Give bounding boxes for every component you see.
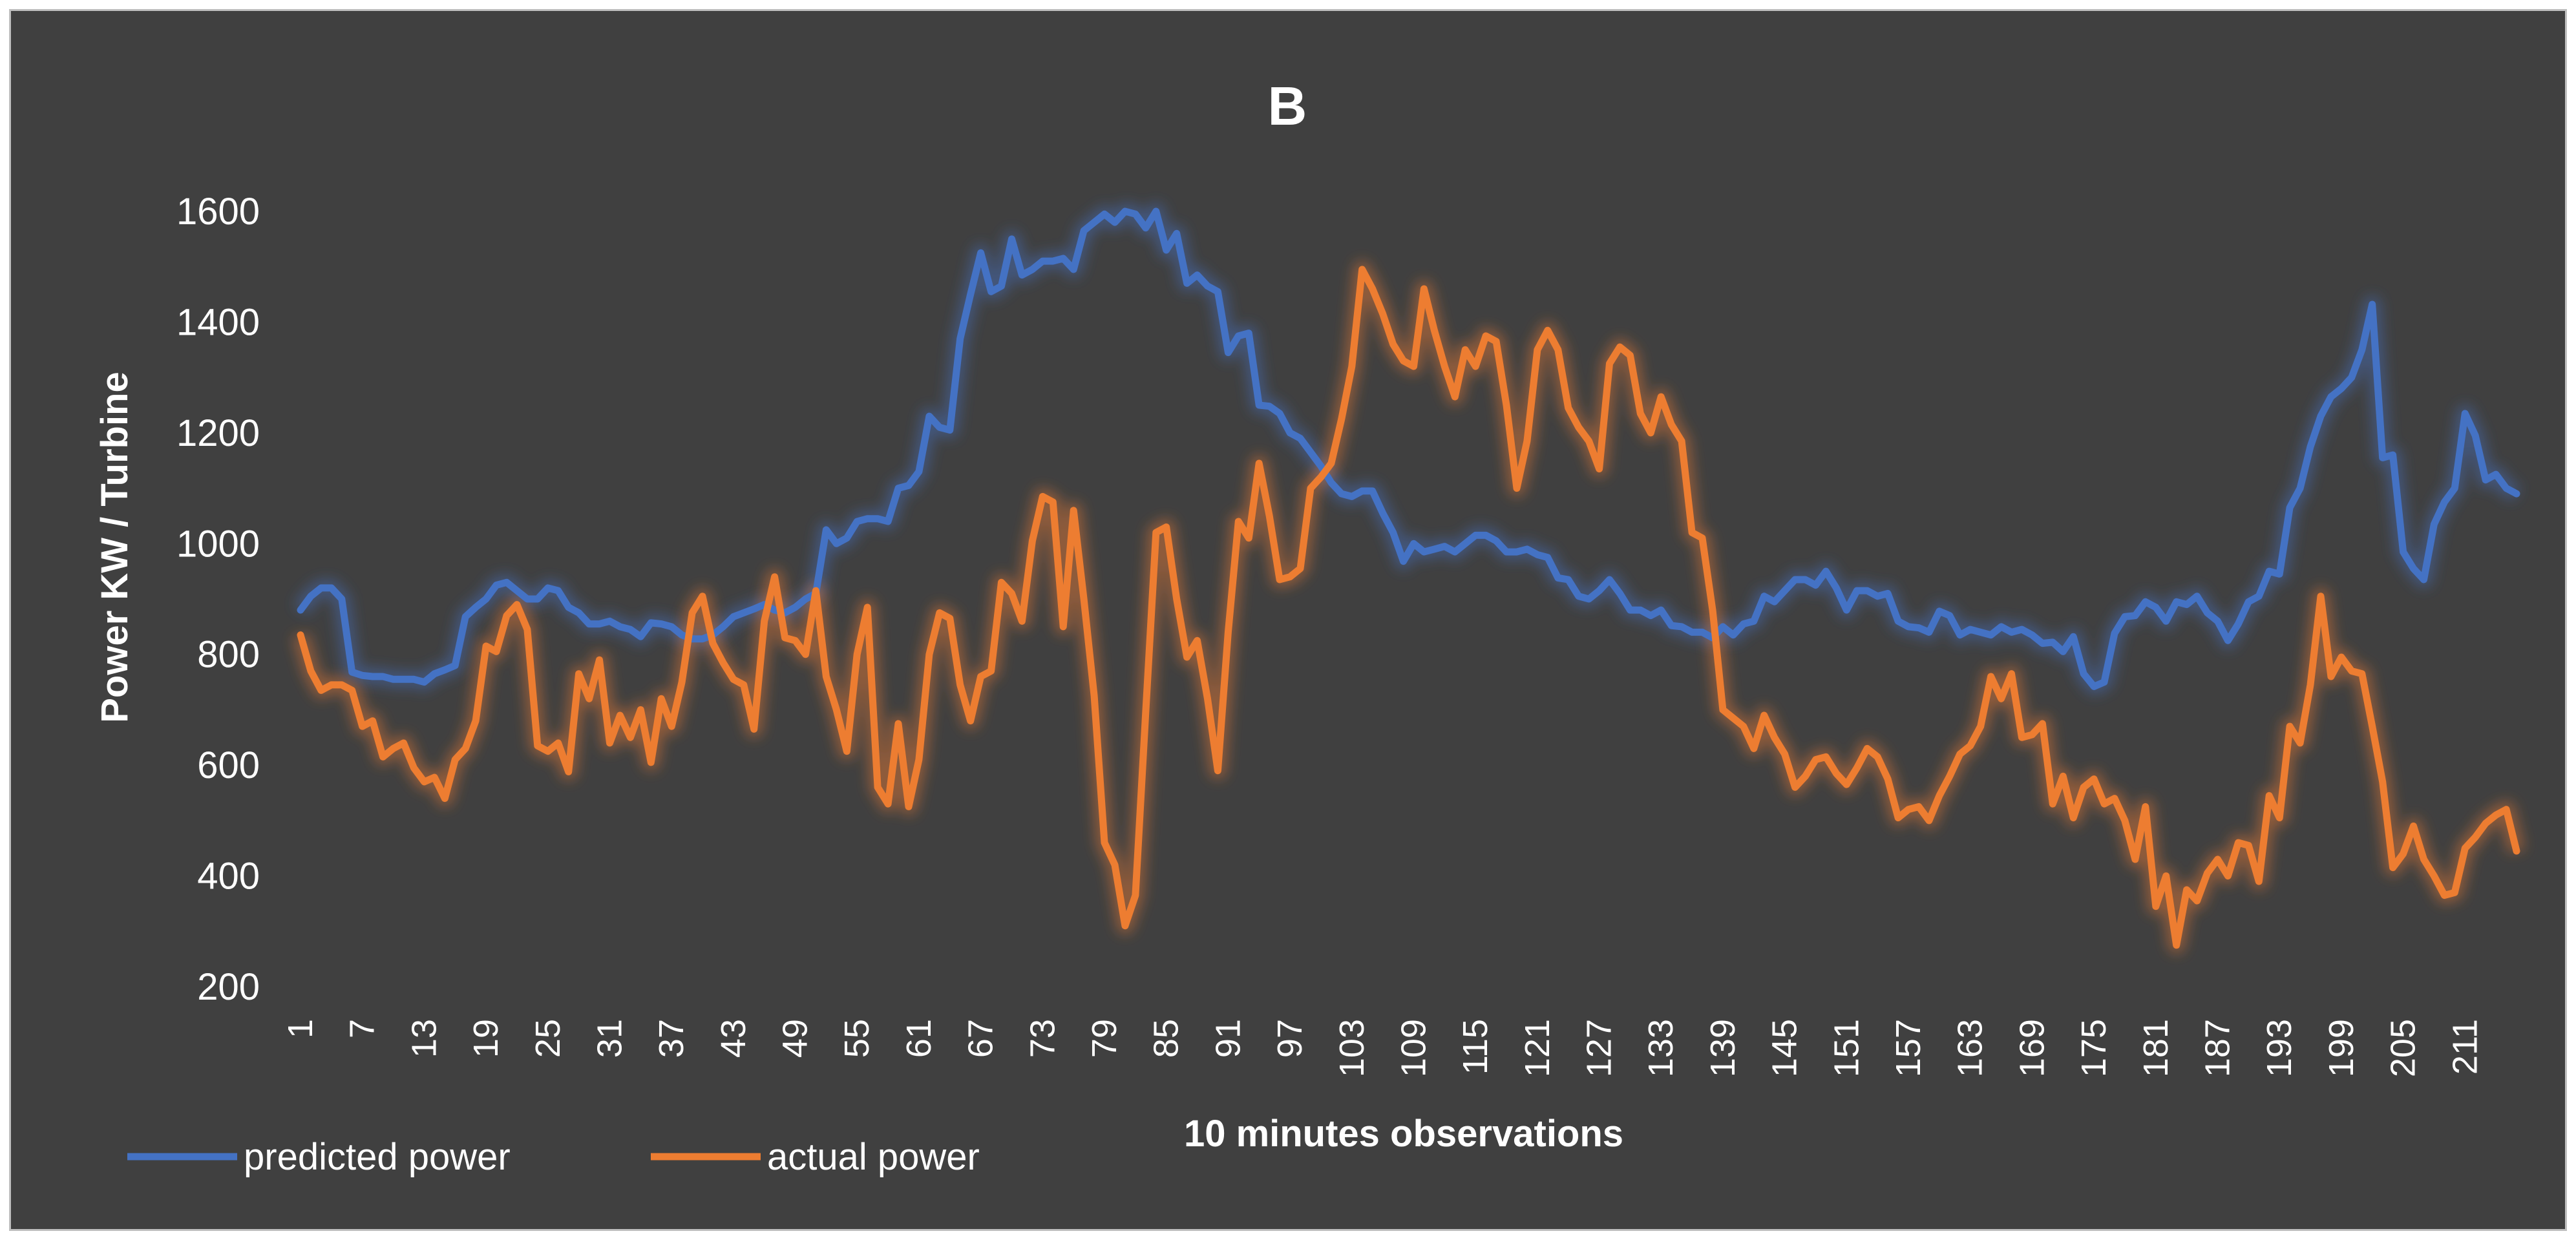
x-tick-label: 25 bbox=[529, 1019, 567, 1058]
line-chart: B Power KW / Turbine 1600140012001000800… bbox=[94, 76, 2525, 1178]
x-tick-label: 151 bbox=[1827, 1019, 1866, 1077]
x-tick-label: 193 bbox=[2260, 1019, 2299, 1077]
y-tick-label: 400 bbox=[197, 856, 260, 898]
x-tick-label: 55 bbox=[838, 1019, 876, 1058]
x-tick-label: 127 bbox=[1580, 1019, 1619, 1077]
x-tick-label: 1 bbox=[281, 1019, 320, 1038]
x-tick-label: 61 bbox=[900, 1019, 938, 1058]
y-tick-label: 1000 bbox=[176, 523, 260, 565]
x-tick-label: 67 bbox=[962, 1019, 1000, 1058]
chart-title: B bbox=[1268, 76, 1307, 136]
x-tick-label: 199 bbox=[2322, 1019, 2361, 1077]
x-axis-title: 10 minutes observations bbox=[1184, 1113, 1623, 1155]
x-tick-label: 103 bbox=[1333, 1019, 1371, 1077]
x-tick-label: 19 bbox=[467, 1019, 505, 1058]
y-tick-label: 1400 bbox=[176, 301, 260, 343]
x-tick-label: 187 bbox=[2198, 1019, 2237, 1077]
x-tick-label: 175 bbox=[2075, 1019, 2113, 1077]
x-tick-label: 133 bbox=[1642, 1019, 1680, 1077]
y-tick-label: 1600 bbox=[176, 191, 260, 233]
x-tick-label: 139 bbox=[1704, 1019, 1742, 1077]
y-tick-label: 1200 bbox=[176, 412, 260, 454]
y-tick-label: 600 bbox=[197, 744, 260, 786]
x-tick-label: 91 bbox=[1209, 1019, 1247, 1058]
series-layer bbox=[292, 203, 2525, 954]
chart-frame: B Power KW / Turbine 1600 1400 1200 1000 800… bbox=[9, 9, 2567, 1231]
x-tick-label: 211 bbox=[2445, 1019, 2484, 1075]
x-tick-label: 163 bbox=[1951, 1019, 1990, 1077]
x-tick-label: 37 bbox=[652, 1019, 691, 1058]
x-axis-ticks: 1 7 13 19 25 31 37 43 49 55 61 67 73 79 85 91 97 103 109 11… bbox=[281, 1019, 2484, 1077]
x-tick-label: 31 bbox=[590, 1019, 629, 1058]
y-axis-title: Power KW / Turbine bbox=[94, 372, 136, 723]
y-tick-label: 200 bbox=[197, 966, 260, 1008]
x-tick-label: 13 bbox=[405, 1019, 443, 1058]
x-tick-label: 85 bbox=[1147, 1019, 1186, 1058]
legend-label-predicted: predicted power bbox=[244, 1136, 511, 1178]
x-tick-label: 73 bbox=[1023, 1019, 1062, 1058]
series-line-predicted-power bbox=[297, 207, 2520, 690]
x-tick-label: 7 bbox=[343, 1019, 382, 1038]
x-tick-label: 49 bbox=[776, 1019, 815, 1058]
x-tick-label: 205 bbox=[2384, 1019, 2423, 1077]
y-tick-label: 800 bbox=[197, 634, 260, 676]
x-tick-label: 157 bbox=[1889, 1019, 1928, 1077]
x-tick-label: 121 bbox=[1518, 1019, 1557, 1077]
x-tick-label: 79 bbox=[1085, 1019, 1124, 1058]
x-tick-label: 145 bbox=[1766, 1019, 1804, 1077]
x-tick-label: 181 bbox=[2137, 1019, 2175, 1077]
legend: predicted power actual power bbox=[127, 1136, 980, 1178]
series-glow-predicted bbox=[293, 203, 2521, 695]
x-tick-label: 43 bbox=[714, 1019, 753, 1058]
legend-label-actual: actual power bbox=[767, 1136, 980, 1178]
series-line-actual-power bbox=[297, 266, 2520, 949]
y-axis-ticks: 1600 1400 1200 1000 800 600 400 200 bbox=[176, 191, 260, 1008]
x-tick-label: 169 bbox=[2012, 1019, 2051, 1077]
x-tick-label: 109 bbox=[1394, 1019, 1433, 1077]
x-tick-label: 115 bbox=[1456, 1019, 1495, 1075]
x-tick-label: 97 bbox=[1271, 1019, 1309, 1058]
